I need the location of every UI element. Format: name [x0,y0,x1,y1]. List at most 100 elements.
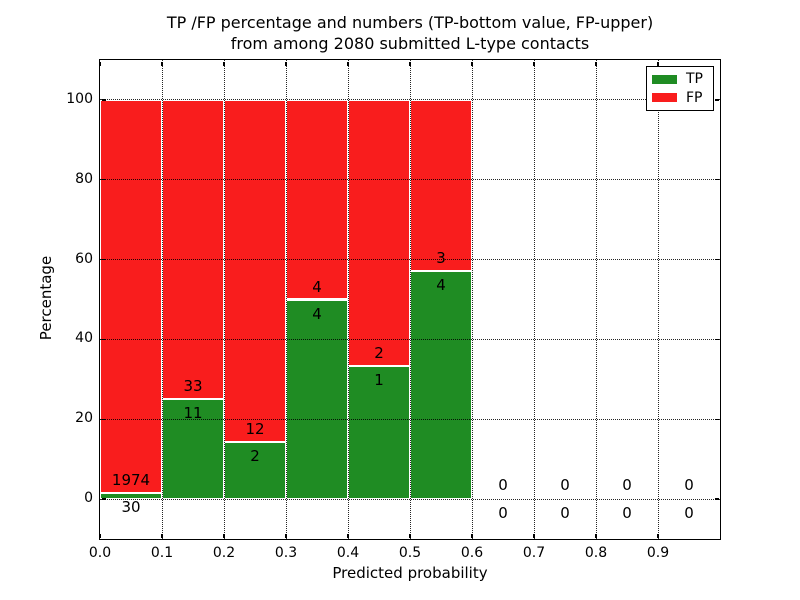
fp-count-label: 33 [183,377,203,396]
x-tick-mark-top [99,61,101,66]
legend-item-fp: FP [652,91,708,105]
x-tick-mark [347,533,349,538]
x-tick-label: 0.1 [150,545,174,561]
x-tick-mark-top [347,61,349,66]
x-tick-mark [99,533,101,538]
tp-count-label: 2 [250,447,260,466]
bar-tp-segment [410,270,472,500]
x-tick-label: 0.7 [522,545,546,561]
x-gridline [347,60,349,539]
fp-count-label: 0 [560,476,570,495]
y-gridline [100,179,720,181]
tp-count-label: 4 [312,304,322,323]
fp-count-label: 0 [684,476,694,495]
x-tick-mark [409,533,411,538]
legend-item-tp: TP [652,72,708,86]
x-axis-label: Predicted probability [332,564,488,582]
y-tick-mark-right [714,258,719,261]
x-gridline [285,60,287,539]
fp-count-label: 4 [312,277,322,296]
x-tick-label: 0.9 [646,545,670,561]
y-gridline [100,259,720,261]
y-tick-mark [101,418,106,420]
x-gridline [471,60,473,539]
tp-count-label: 1 [374,371,384,390]
y-tick-label: 80 [75,170,93,187]
x-tick-label: 0.4 [336,545,360,561]
x-tick-mark-top [223,61,225,66]
tp-count-label: 4 [436,275,446,294]
x-tick-mark [285,533,287,538]
chart-title-line1: TP /FP percentage and numbers (TP-bottom… [166,13,654,32]
chart-title-line2: from among 2080 submitted L-type contact… [230,34,590,53]
x-tick-label: 0.0 [88,545,112,561]
x-tick-label: 0.3 [274,545,298,561]
x-tick-mark [657,533,659,538]
bar-tp-segment [348,366,410,500]
fp-count-label: 2 [374,344,384,363]
bar-fp-segment [162,99,224,400]
x-gridline [595,60,597,539]
y-tick-mark-right [714,338,719,341]
y-tick-mark [101,498,106,500]
y-tick-mark-right [714,418,719,420]
y-tick-mark [101,99,106,101]
bar-fp-segment [224,99,286,443]
x-tick-mark-top [285,61,287,66]
fp-count-label: 0 [498,476,508,495]
y-tick-label: 100 [66,90,93,107]
bar-tp-segment [162,399,224,500]
tp-count-label: 30 [121,498,141,517]
y-tick-label: 40 [75,330,93,347]
fp-count-label: 0 [622,476,632,495]
x-gridline [533,60,535,539]
fp-count-label: 3 [436,248,446,267]
x-gridline [161,60,163,539]
y-tick-mark-right [714,498,719,500]
x-gridline [223,60,225,539]
y-tick-mark [101,338,106,341]
y-gridline [100,418,720,420]
tp-count-label: 0 [684,504,694,523]
x-tick-label: 0.8 [584,545,608,561]
legend: TP FP [646,66,714,111]
y-tick-label: 0 [84,490,93,507]
bar-fp-segment [286,99,348,300]
x-tick-mark-top [595,61,597,66]
x-tick-mark [471,533,473,538]
x-tick-mark-top [471,61,473,66]
x-tick-mark [223,533,225,538]
bar-tp-segment [286,299,348,500]
x-tick-mark-top [657,61,659,66]
tp-count-label: 0 [498,504,508,523]
bar-fp-segment [348,99,410,367]
chart-title: TP /FP percentage and numbers (TP-bottom… [90,12,730,54]
x-tick-label: 0.5 [398,545,422,561]
x-tick-label: 0.2 [212,545,236,561]
y-gridline [100,99,720,101]
x-tick-mark-top [161,61,163,66]
y-tick-mark-right [714,99,719,101]
tp-count-label: 11 [183,404,203,423]
x-tick-mark [595,533,597,538]
tp-count-label: 0 [560,504,570,523]
legend-label-tp: TP [686,71,703,88]
tp-count-label: 0 [622,504,632,523]
y-tick-mark-right [714,179,719,181]
y-tick-label: 20 [75,410,93,427]
x-tick-mark-top [409,61,411,66]
y-gridline [100,338,720,340]
x-gridline [409,60,411,539]
legend-swatch-fp-icon [652,93,677,103]
y-tick-mark [101,258,106,261]
legend-label-fp: FP [686,89,703,106]
x-tick-label: 0.6 [460,545,484,561]
x-gridline [657,60,659,539]
bar-fp-segment [410,99,472,271]
x-tick-mark [161,533,163,538]
y-tick-label: 60 [75,250,93,267]
fp-count-label: 12 [245,420,265,439]
bar-fp-segment [100,99,162,494]
y-gridline [100,498,720,500]
